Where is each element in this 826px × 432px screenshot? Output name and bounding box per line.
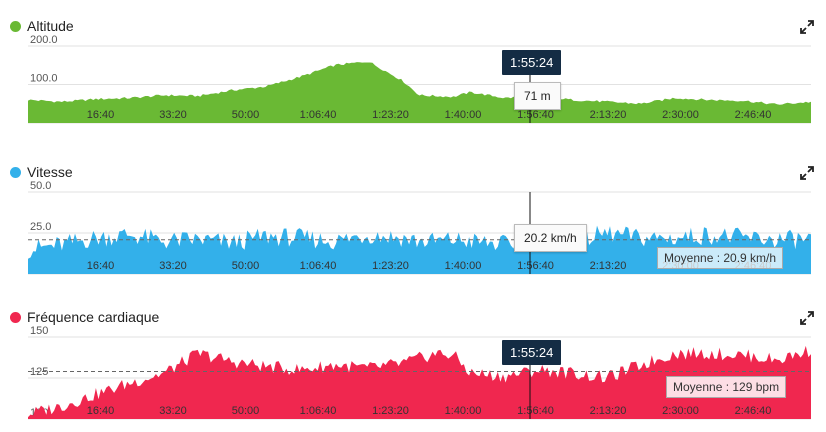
x-tick-label: 1:23:20 bbox=[372, 405, 409, 417]
altitude-title-group: Altitude bbox=[10, 18, 74, 34]
x-tick-label: 1:56:40 bbox=[517, 260, 554, 272]
heart-average-label: Moyenne : 129 bpm bbox=[666, 376, 787, 398]
x-tick-label: 16:40 bbox=[87, 405, 115, 417]
x-tick-label: 1:06:40 bbox=[300, 405, 337, 417]
x-tick-label: 2:13:20 bbox=[590, 109, 627, 121]
heart-title: Fréquence cardiaque bbox=[27, 309, 160, 325]
speed-value-tooltip: 20.2 km/h bbox=[514, 224, 587, 252]
y-tick-label: 125 bbox=[30, 366, 48, 378]
expand-arrows-icon[interactable] bbox=[800, 20, 814, 34]
y-tick-label: 50.0 bbox=[30, 180, 51, 192]
x-tick-label: 33:20 bbox=[159, 109, 187, 121]
x-tick-label: 50:00 bbox=[232, 260, 260, 272]
altitude-panel: Altitude bbox=[0, 0, 826, 135]
x-tick-label: 1:56:40 bbox=[517, 405, 554, 417]
speed-area bbox=[28, 225, 811, 274]
heart-area bbox=[28, 345, 811, 419]
x-tick-label: 2:46:40 bbox=[735, 405, 772, 417]
x-tick-label: 50:00 bbox=[232, 109, 260, 121]
x-tick-label: 1:23:20 bbox=[372, 260, 409, 272]
y-tick-label: 25.0 bbox=[30, 221, 51, 233]
x-tick-label: 16:40 bbox=[87, 109, 115, 121]
altitude-area bbox=[28, 62, 811, 123]
x-tick-label: 2:30:00 bbox=[662, 405, 699, 417]
x-tick-label: 1:40:00 bbox=[445, 405, 482, 417]
altitude-title: Altitude bbox=[27, 18, 74, 34]
x-tick-label: 1:06:40 bbox=[300, 109, 337, 121]
speed-panel: Vitesse bbox=[10, 164, 814, 180]
x-tick-label: 16:40 bbox=[87, 260, 115, 272]
x-tick-label: 1:06:40 bbox=[300, 260, 337, 272]
y-tick-label: 150 bbox=[30, 325, 48, 337]
expand-arrows-icon[interactable] bbox=[800, 166, 814, 180]
heart-title-group: Fréquence cardiaque bbox=[10, 309, 159, 325]
x-tick-label: 2:13:20 bbox=[590, 405, 627, 417]
speed-title-group: Vitesse bbox=[10, 164, 73, 180]
altitude-chart[interactable]: 200.0100.0016:4033:2050:001:06:401:23:20… bbox=[0, 0, 826, 135]
expand-arrows-icon[interactable] bbox=[800, 311, 814, 325]
heart-cursor-time-tooltip: 1:55:24 bbox=[502, 340, 562, 365]
speed-title: Vitesse bbox=[27, 164, 73, 180]
cursor-time-tooltip: 1:55:24 bbox=[502, 50, 562, 75]
x-tick-label: 2:30:00 bbox=[662, 109, 699, 121]
x-tick-label: 1:40:00 bbox=[445, 260, 482, 272]
x-tick-label: 2:13:20 bbox=[590, 260, 627, 272]
x-tick-label: 1:40:00 bbox=[445, 109, 482, 121]
altitude-value-tooltip: 71 m bbox=[514, 82, 561, 110]
x-tick-label: 1:56:40 bbox=[517, 109, 554, 121]
speed-chart[interactable]: 50.025.00.016:4033:2050:001:06:401:23:20… bbox=[0, 0, 826, 290]
y-tick-label: 200.0 bbox=[30, 34, 58, 46]
x-tick-label: 33:20 bbox=[159, 405, 187, 417]
x-tick-label: 1:23:20 bbox=[372, 109, 409, 121]
heart-legend-dot bbox=[10, 311, 21, 323]
y-tick-label: 100.0 bbox=[30, 73, 58, 85]
x-tick-label: 50:00 bbox=[232, 405, 260, 417]
x-tick-label: 33:20 bbox=[159, 260, 187, 272]
x-tick-label: 2:46:40 bbox=[735, 109, 772, 121]
speed-average-label: Moyenne : 20.9 km/h bbox=[657, 247, 784, 269]
speed-legend-dot bbox=[10, 166, 21, 178]
altitude-legend-dot bbox=[10, 20, 21, 32]
